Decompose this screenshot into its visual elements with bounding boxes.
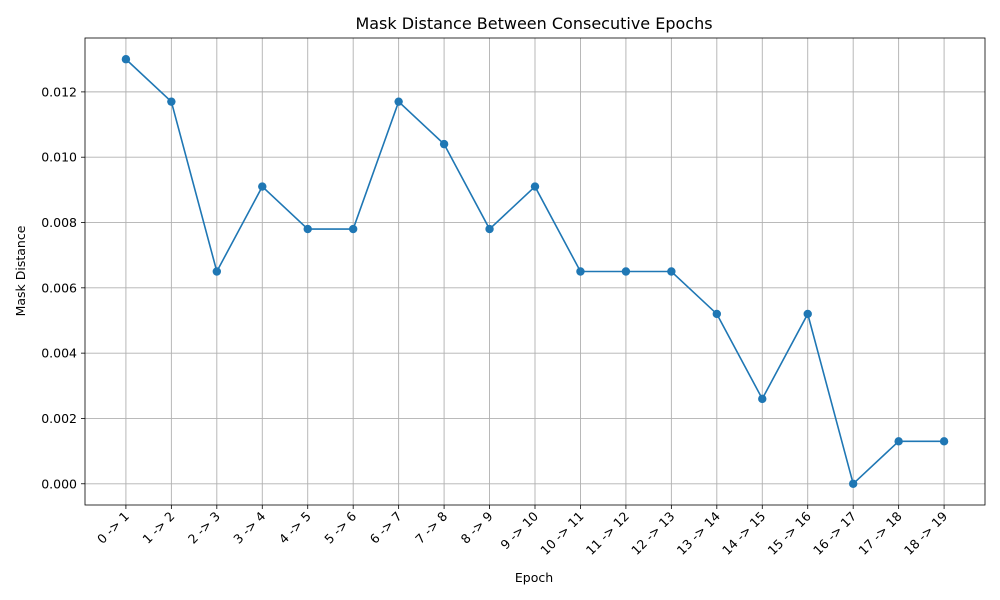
- data-point: [485, 224, 494, 234]
- data-point: [167, 97, 176, 106]
- x-tick-label: 17 -> 18: [855, 508, 904, 557]
- x-tick-label: 18 -> 19: [901, 508, 950, 557]
- data-point: [439, 139, 449, 149]
- data-point: [848, 479, 858, 488]
- data-point: [348, 224, 358, 234]
- y-tick-label: 0.010: [41, 150, 77, 165]
- data-point: [939, 437, 949, 446]
- data-point: [530, 182, 540, 191]
- x-tick-label: 15 -> 16: [765, 508, 814, 557]
- x-tick-label: 12 -> 13: [628, 509, 677, 558]
- data-point: [258, 182, 267, 191]
- x-tick-label: 7 -> 8: [412, 508, 450, 546]
- y-tick-label: 0.002: [41, 411, 77, 426]
- data-point: [712, 309, 722, 319]
- data-point: [576, 267, 585, 276]
- x-axis-label: Epoch: [515, 570, 553, 585]
- data-point: [621, 267, 631, 276]
- data-point: [394, 97, 403, 106]
- y-tick-label: 0.012: [41, 84, 77, 99]
- y-tick-label: 0.008: [41, 215, 77, 230]
- data-point: [758, 394, 767, 404]
- plot-frame: [84, 37, 986, 506]
- data-point: [803, 309, 812, 319]
- x-tick-label: 16 -> 17: [810, 509, 859, 558]
- x-tick-label: 2 -> 3: [185, 509, 223, 547]
- x-tick-label: 11 -> 12: [583, 509, 632, 558]
- x-tick-label: 10 -> 11: [537, 509, 586, 558]
- x-tick-label: 3 -> 4: [230, 508, 268, 546]
- x-tick-label: 14 -> 15: [719, 509, 768, 558]
- data-point: [121, 55, 131, 64]
- x-tick-label: 1 -> 2: [139, 509, 177, 547]
- data-point: [667, 267, 676, 276]
- data-point: [303, 224, 312, 234]
- x-tick-label: 9 -> 10: [497, 508, 541, 552]
- x-tick-label: 5 -> 6: [321, 508, 359, 546]
- x-tick-label: 8 -> 9: [458, 508, 496, 546]
- y-axis-label: Mask Distance: [13, 225, 28, 316]
- x-tick-label: 4 -> 5: [276, 509, 314, 547]
- data-point: [212, 267, 222, 276]
- x-tick-label: 13 -> 14: [674, 508, 723, 557]
- data-point: [894, 437, 903, 446]
- y-tick-label: 0.004: [41, 346, 77, 361]
- x-tick-label: 6 -> 7: [367, 509, 405, 547]
- y-tick-label: 0.006: [41, 280, 77, 295]
- series: [121, 55, 949, 488]
- y-tick-label: 0.000: [41, 476, 77, 491]
- x-tick-label: 0 -> 1: [94, 509, 132, 547]
- chart-title: Mask Distance Between Consecutive Epochs: [355, 14, 712, 33]
